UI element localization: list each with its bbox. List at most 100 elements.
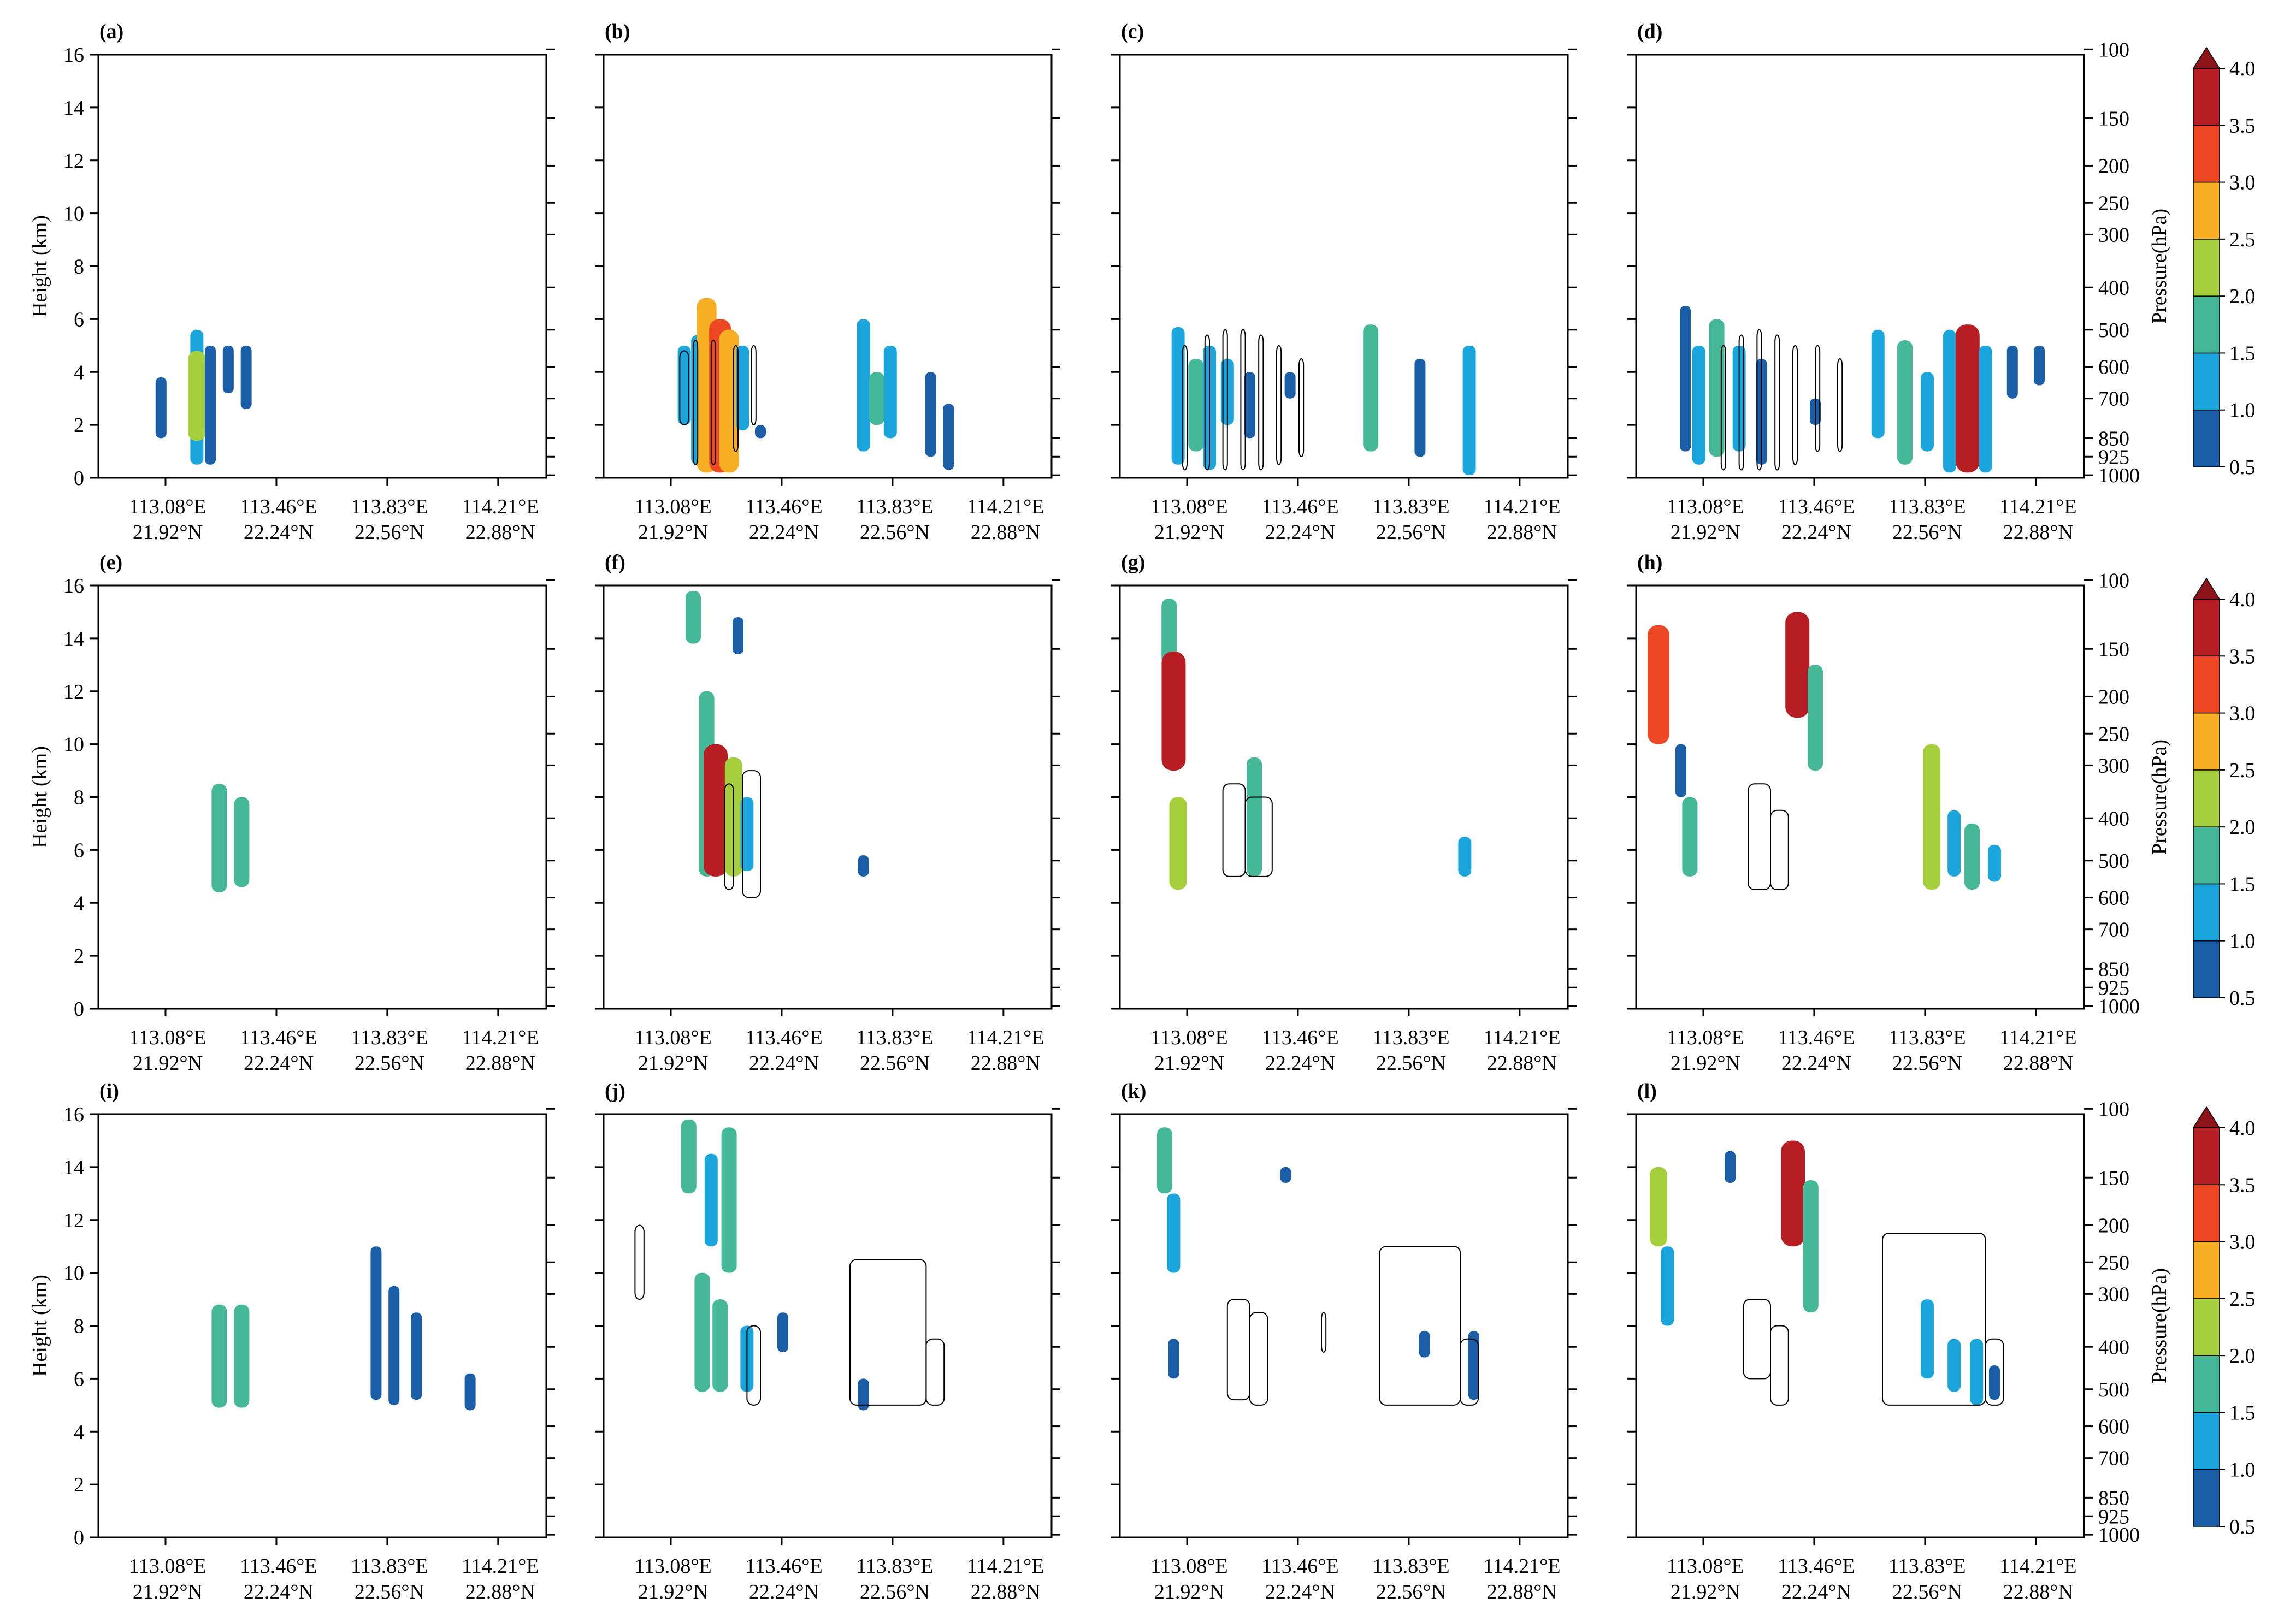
colorbar-tick-label: 3.5 — [2229, 645, 2256, 668]
p-tick-label: 300 — [2098, 1283, 2129, 1306]
contour-line — [1756, 329, 1762, 471]
colorbar-tick-label: 1.0 — [2229, 399, 2256, 422]
p-tick-label: 400 — [2098, 1336, 2129, 1359]
contour-line — [1815, 345, 1821, 452]
colorbar-swatch — [2193, 239, 2220, 297]
contour-core — [710, 752, 722, 868]
y-tick-label: 8 — [74, 786, 84, 809]
colorbars: 0.5 1.0 1.5 2.0 2.5 3.0 3.5 4.0 0.5 1.0 1.5 2.0 2.5 3… — [2192, 46, 2256, 1538]
contour-cell — [858, 1378, 869, 1411]
contour-line — [1743, 1299, 1772, 1380]
x-tick-lat: 22.88°N — [2003, 1052, 2073, 1075]
contour-line — [746, 1325, 762, 1406]
x-tick-lat: 21.92°N — [638, 1581, 708, 1603]
y-tick-label: 6 — [74, 1368, 84, 1390]
contour-cell — [857, 319, 870, 452]
colorbar-swatch — [2193, 1412, 2220, 1470]
colorbar-swatch — [2193, 712, 2220, 771]
x-tick-lon: 113.46°E — [1261, 495, 1339, 518]
contour-core — [1165, 607, 1173, 657]
plot-frame — [603, 54, 1053, 479]
x-tick-lat: 21.92°N — [1671, 521, 1740, 544]
colorbar-extend — [2192, 1106, 2221, 1128]
y-axis-label: Height (km) — [28, 215, 51, 317]
colorbar-tick-label: 3.5 — [2229, 1174, 2256, 1197]
contour-core — [1901, 348, 1909, 457]
x-tick-lat: 22.56°N — [355, 1052, 424, 1075]
contour-line — [1770, 1325, 1789, 1406]
x-tick-lon: 113.08°E — [634, 1026, 712, 1049]
panel-label: (l) — [1637, 1080, 1657, 1103]
x-tick-lat: 22.56°N — [860, 1581, 930, 1603]
x-tick-lat: 22.24°N — [244, 521, 314, 544]
x-tick-lon: 113.83°E — [1372, 1026, 1450, 1049]
contour-line — [724, 783, 734, 891]
p-tick-label: 100 — [2098, 569, 2129, 592]
x-tick-lon: 113.83°E — [1888, 495, 1966, 518]
colorbar-swatch — [2193, 1355, 2220, 1413]
contour-cell — [740, 797, 754, 872]
x-tick-lat: 22.56°N — [355, 521, 424, 544]
contour-cell — [1943, 329, 1956, 473]
contour-cell — [677, 345, 691, 425]
y-tick-label: 2 — [74, 414, 84, 437]
p-tick-label: 850 — [2098, 958, 2129, 981]
x-tick-lat: 22.24°N — [749, 1052, 819, 1075]
y-tick-label: 8 — [74, 1315, 84, 1338]
x-tick-lon: 113.46°E — [745, 1555, 823, 1578]
colorbar-tick-label: 0.5 — [2229, 456, 2256, 479]
p-tick-label: 700 — [2098, 388, 2129, 411]
x-tick-lat: 22.88°N — [2003, 521, 2073, 544]
x-tick-lon: 113.08°E — [1667, 1026, 1744, 1049]
x-tick-lon: 113.83°E — [856, 1026, 934, 1049]
colorbar-swatch — [2193, 1469, 2220, 1527]
p-tick-label: 250 — [2098, 192, 2129, 215]
x-tick-lat: 22.24°N — [1265, 1581, 1335, 1603]
x-tick-lat: 21.92°N — [133, 521, 203, 544]
y-tick-label: 16 — [63, 575, 84, 597]
x-tick-lon: 113.83°E — [1888, 1026, 1966, 1049]
x-tick-lon: 113.83°E — [1372, 1555, 1450, 1578]
x-tick-lat: 21.92°N — [1671, 1581, 1740, 1603]
x-tick-lon: 113.08°E — [129, 495, 206, 518]
contour-cell — [155, 377, 167, 439]
x-tick-lon: 113.46°E — [1261, 1026, 1339, 1049]
x-tick-lon: 113.46°E — [1778, 495, 1855, 518]
y-tick-label: 0 — [74, 998, 84, 1021]
panel-label: (i) — [99, 1080, 119, 1103]
colorbar-swatch — [2193, 181, 2220, 240]
y-tick-label: 2 — [74, 1473, 84, 1496]
x-tick-lat: 22.24°N — [749, 1581, 819, 1603]
y-tick-label: 4 — [74, 1420, 84, 1443]
contour-cell — [1970, 1339, 1984, 1405]
panel-k: (k) 113.08°E 21.92°N 113.46°E 22.24°N 113.83°… — [1111, 1080, 1577, 1603]
colorbar-tick-label: 2.0 — [2229, 816, 2256, 839]
x-tick-lon: 114.21°E — [462, 1555, 539, 1578]
x-tick-lat: 22.24°N — [749, 521, 819, 544]
p-tick-label: 500 — [2098, 1378, 2129, 1401]
contour-core — [701, 306, 712, 465]
x-tick-lat: 22.56°N — [1892, 521, 1962, 544]
colorbar-row-1: 0.5 1.0 1.5 2.0 2.5 3.0 3.5 4.0 — [2192, 46, 2256, 479]
colorbar-swatch — [2193, 352, 2220, 411]
contour-line — [1204, 334, 1211, 471]
contour-core — [698, 1281, 706, 1384]
x-tick-lat: 22.88°N — [971, 1581, 1041, 1603]
y-tick-label: 4 — [74, 892, 84, 915]
x-tick-lon: 114.21°E — [462, 495, 539, 518]
y-tick-label: 6 — [74, 308, 84, 331]
colorbar-swatch — [2193, 769, 2220, 827]
p-tick-label: 500 — [2098, 319, 2129, 342]
contour-line — [1321, 1312, 1327, 1353]
x-tick-lon: 113.08°E — [1667, 1555, 1744, 1578]
panel-b: (b) 113.08°E 21.92°N 113.46°E 22.24°N 113.83°… — [595, 20, 1060, 544]
x-tick-lat: 22.88°N — [465, 521, 535, 544]
contour-core — [1161, 1135, 1168, 1186]
contour-cell — [1921, 372, 1934, 452]
contour-line — [1748, 783, 1771, 891]
x-tick-lat: 22.56°N — [1892, 1052, 1962, 1075]
contour-core — [215, 792, 223, 884]
y-tick-label: 4 — [74, 361, 84, 384]
contour-cell — [1979, 345, 1992, 473]
